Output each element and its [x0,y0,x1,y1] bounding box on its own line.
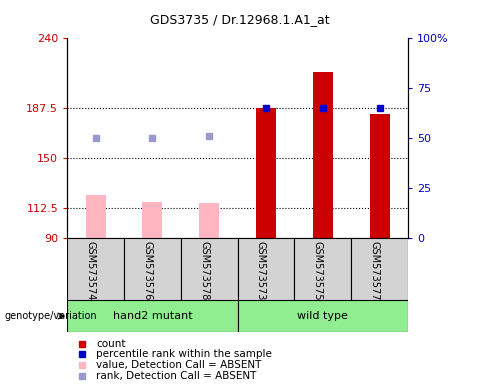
Text: GSM573573: GSM573573 [256,241,266,301]
Text: value, Detection Call = ABSENT: value, Detection Call = ABSENT [96,360,262,370]
Text: hand2 mutant: hand2 mutant [113,311,192,321]
Bar [199,204,219,238]
Bar [370,114,390,238]
Text: GSM573577: GSM573577 [370,241,380,301]
Bar [351,238,408,300]
Bar [67,300,238,332]
Bar [256,108,276,238]
Text: percentile rank within the sample: percentile rank within the sample [96,349,272,359]
Text: GDS3735 / Dr.12968.1.A1_at: GDS3735 / Dr.12968.1.A1_at [150,13,330,26]
Text: wild type: wild type [298,311,348,321]
Text: count: count [96,339,125,349]
Bar [67,238,124,300]
Bar [181,238,238,300]
Text: rank, Detection Call = ABSENT: rank, Detection Call = ABSENT [96,371,256,381]
Bar [143,202,162,238]
Text: GSM573574: GSM573574 [85,241,96,301]
Text: GSM573576: GSM573576 [143,241,152,301]
Text: genotype/variation: genotype/variation [5,311,97,321]
Bar [238,300,408,332]
Bar [85,195,106,238]
Bar [313,72,333,238]
Bar [124,238,181,300]
Text: GSM573575: GSM573575 [313,241,323,301]
Text: GSM573578: GSM573578 [199,241,209,301]
Bar [238,238,294,300]
Bar [294,238,351,300]
